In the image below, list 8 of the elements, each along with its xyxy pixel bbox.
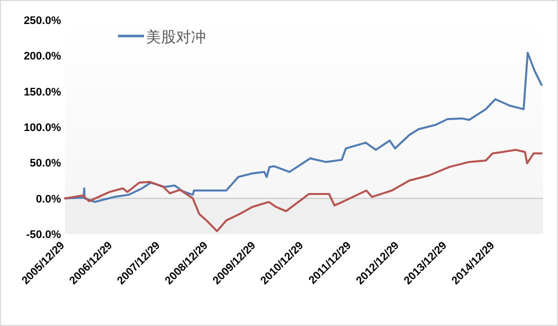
y-tick-label: 250.0%	[24, 15, 62, 27]
y-tick-label: 150.0%	[24, 86, 62, 98]
y-tick-label: 50.0%	[30, 158, 62, 170]
y-tick-label: 100.0%	[24, 122, 62, 134]
y-tick-label: 200.0%	[24, 50, 62, 63]
y-tick-label: 0.0%	[36, 193, 62, 206]
legend-label: 美股对冲	[146, 29, 206, 46]
y-tick-label: -50.0%	[26, 229, 62, 241]
